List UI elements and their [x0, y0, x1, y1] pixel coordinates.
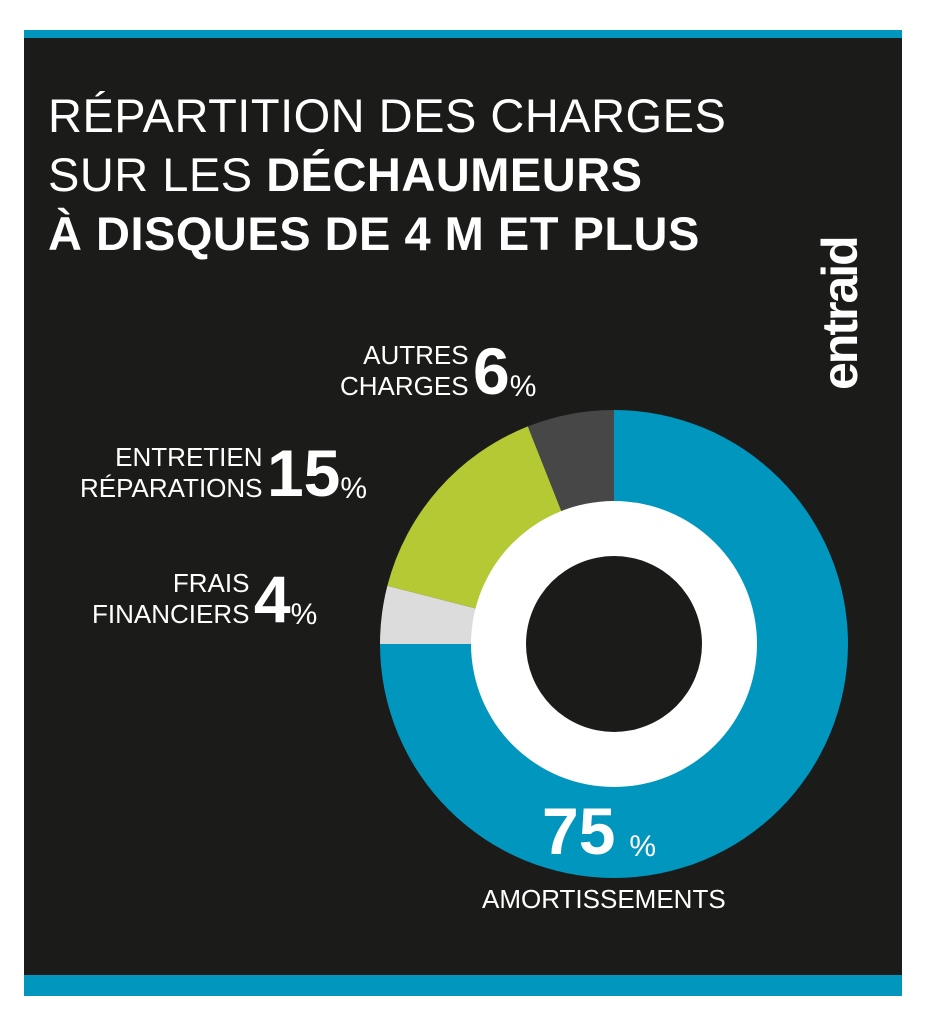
autres-line-2: CHARGES: [340, 371, 469, 401]
frais-line-1: FRAIS: [172, 568, 250, 598]
amort-value: 75: [542, 794, 616, 868]
title-line-1: RÉPARTITION DES CHARGES: [48, 89, 727, 142]
amort-unit: %: [629, 830, 657, 863]
label-amortissements-name: AMORTISSEMENTS: [482, 884, 726, 915]
autres-value: 6: [473, 334, 510, 408]
title-line-2: SUR LES DÉCHAUMEURS: [48, 145, 726, 204]
frais-value: 4: [253, 562, 291, 636]
amort-name: AMORTISSEMENTS: [482, 884, 726, 914]
bottom-accent-bar: [24, 975, 902, 996]
entretien-line-2: RÉPARATIONS: [80, 473, 263, 503]
title-line-3: À DISQUES DE 4 M ET PLUS: [48, 207, 700, 260]
entretien-value: 15: [266, 436, 341, 510]
label-entretien-reparations: ENTRETIEN RÉPARATIONS 15%: [80, 440, 367, 506]
frais-unit: %: [290, 598, 318, 631]
label-autres-charges: AUTRES CHARGES 6%: [340, 338, 536, 404]
entretien-unit: %: [340, 472, 368, 505]
chart-title: RÉPARTITION DES CHARGES SUR LES DÉCHAUME…: [48, 86, 726, 263]
label-frais-financiers: FRAIS FINANCIERS 4%: [92, 566, 317, 632]
label-amortissements-value: 75%: [542, 798, 656, 864]
autres-line-1: AUTRES: [363, 340, 469, 370]
autres-unit: %: [509, 370, 537, 403]
entretien-line-1: ENTRETIEN: [115, 442, 263, 472]
center-circle: [526, 556, 702, 732]
top-accent-bar: [24, 30, 902, 38]
frais-line-2: FINANCIERS: [92, 599, 250, 629]
title-line-2-light: SUR LES: [48, 148, 267, 201]
title-line-2-bold: DÉCHAUMEURS: [266, 148, 643, 201]
